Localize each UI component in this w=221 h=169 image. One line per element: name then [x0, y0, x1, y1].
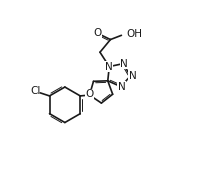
Text: N: N	[105, 62, 112, 72]
Text: OH: OH	[126, 29, 142, 40]
Text: N: N	[129, 71, 136, 81]
Text: N: N	[118, 82, 126, 92]
Text: O: O	[93, 28, 101, 38]
Text: Cl: Cl	[30, 86, 41, 96]
Text: N: N	[120, 59, 128, 69]
Text: O: O	[85, 89, 94, 99]
